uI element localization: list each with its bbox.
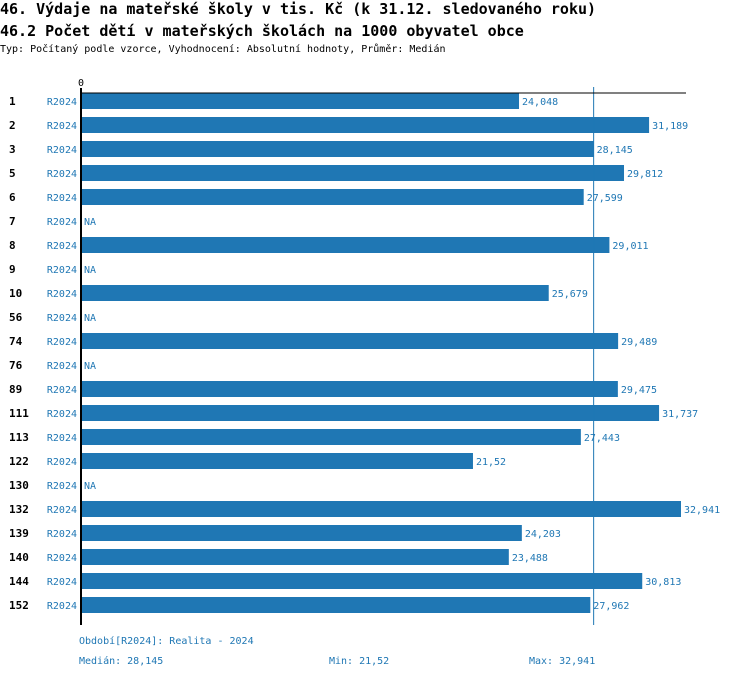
period-label: R2024 (47, 505, 77, 516)
period-label: R2024 (47, 121, 77, 132)
chart-subtitle: 46.2 Počet dětí v mateřských školách na … (0, 22, 524, 40)
period-label: R2024 (47, 385, 77, 396)
period-label: R2024 (47, 409, 77, 420)
bar (81, 285, 549, 301)
data-label: 23,488 (512, 553, 548, 564)
category-label: 6 (9, 191, 16, 204)
bar (81, 141, 594, 157)
x-tick-label: 0 (78, 78, 84, 89)
bar (81, 165, 625, 181)
bar (81, 189, 584, 205)
category-label: 8 (9, 239, 16, 252)
category-label: 56 (9, 311, 23, 324)
bar (81, 573, 643, 589)
data-label: 24,048 (522, 97, 558, 108)
period-label: R2024 (47, 145, 77, 156)
period-label: R2024 (47, 217, 77, 228)
data-label: 27,443 (584, 433, 620, 444)
category-label: 122 (9, 455, 29, 468)
bar (81, 525, 522, 541)
data-label: 29,475 (621, 385, 657, 396)
category-label: 74 (9, 335, 23, 348)
period-label: R2024 (47, 313, 77, 324)
period-label: R2024 (47, 457, 77, 468)
data-label: 29,011 (612, 241, 648, 252)
category-label: 3 (9, 143, 16, 156)
period-label: R2024 (47, 577, 77, 588)
category-label: 1 (9, 95, 16, 108)
period-label: R2024 (47, 529, 77, 540)
category-label: 132 (9, 503, 29, 516)
category-label: 139 (9, 527, 29, 540)
data-label: 29,812 (627, 169, 663, 180)
period-label: R2024 (47, 433, 77, 444)
period-label: R2024 (47, 361, 77, 372)
period-legend: Období[R2024]: Realita - 2024 (79, 636, 254, 647)
chart-info: Typ: Počítaný podle vzorce, Vyhodnocení:… (0, 44, 446, 55)
median-summary: Medián: 28,145 (79, 656, 164, 667)
data-label: 27,599 (587, 193, 623, 204)
data-label: 25,679 (552, 289, 588, 300)
category-label: 7 (9, 215, 16, 228)
period-label: R2024 (47, 481, 77, 492)
category-label: 10 (9, 287, 22, 300)
category-label: 144 (9, 575, 29, 588)
na-label: NA (84, 481, 96, 492)
bar (81, 549, 509, 565)
bar (81, 429, 581, 445)
na-label: NA (84, 361, 96, 372)
data-label: 24,203 (525, 529, 561, 540)
category-label: 111 (9, 407, 29, 420)
category-label: 76 (9, 359, 23, 372)
period-label: R2024 (47, 169, 77, 180)
data-label: 28,145 (597, 145, 633, 156)
bar (81, 237, 610, 253)
category-label: 5 (9, 167, 16, 180)
bar (81, 381, 618, 397)
bar (81, 405, 660, 421)
category-label: 130 (9, 479, 29, 492)
bar (81, 93, 520, 109)
data-label: 30,813 (645, 577, 681, 588)
period-label: R2024 (47, 289, 77, 300)
period-label: R2024 (47, 265, 77, 276)
data-label: 32,941 (684, 505, 720, 516)
period-label: R2024 (47, 601, 77, 612)
category-label: 152 (9, 599, 29, 612)
period-label: R2024 (47, 193, 77, 204)
na-label: NA (84, 217, 96, 228)
min-summary: Min: 21,52 (329, 656, 390, 667)
data-label: 31,189 (652, 121, 688, 132)
bar (81, 597, 591, 613)
max-summary: Max: 32,941 (529, 656, 596, 667)
chart-title: 46. Výdaje na mateřské školy v tis. Kč (… (0, 0, 597, 18)
na-label: NA (84, 265, 96, 276)
na-label: NA (84, 313, 96, 324)
category-label: 9 (9, 263, 16, 276)
data-label: 31,737 (662, 409, 698, 420)
period-label: R2024 (47, 241, 77, 252)
period-label: R2024 (47, 97, 77, 108)
bar (81, 501, 681, 517)
period-label: R2024 (47, 553, 77, 564)
bar (81, 333, 619, 349)
category-label: 89 (9, 383, 22, 396)
data-label: 27,962 (593, 601, 629, 612)
bar (81, 453, 473, 469)
bar (81, 117, 650, 133)
data-label: 21,52 (476, 457, 506, 468)
data-label: 29,489 (621, 337, 657, 348)
category-label: 140 (9, 551, 29, 564)
category-label: 2 (9, 119, 16, 132)
category-label: 113 (9, 431, 29, 444)
period-label: R2024 (47, 337, 77, 348)
